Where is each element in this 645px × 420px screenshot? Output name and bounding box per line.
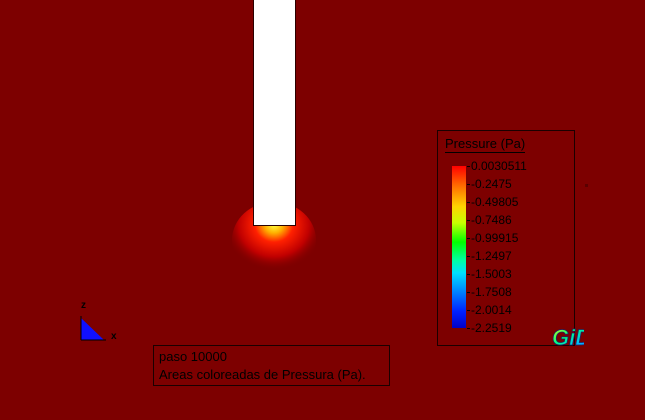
axis-z-label: z: [81, 300, 86, 311]
axes-triad-icon: [80, 316, 106, 341]
legend-label: 0.0030511: [471, 159, 527, 173]
legend-label: -0.7486: [471, 213, 512, 227]
gid-logo-icon: GiD: [552, 325, 584, 350]
legend-label: -1.2497: [471, 249, 512, 263]
legend-label: -2.0014: [471, 303, 512, 317]
solid-body: [253, 0, 296, 226]
result-description: Areas coloreadas de Pressura (Pa).: [159, 367, 366, 382]
legend-label: -1.5003: [471, 267, 512, 281]
legend-title: Pressure (Pa): [445, 136, 526, 153]
legend-color-bar: [452, 166, 466, 328]
legend-label: -1.7508: [471, 285, 512, 299]
step-label: paso 10000: [159, 349, 227, 364]
color-legend: Pressure (Pa) 0.0030511 -0.2475 -0.49805…: [437, 130, 575, 346]
legend-label: -0.49805: [471, 195, 519, 209]
legend-label: -2.2519: [471, 321, 512, 335]
legend-label: -0.99915: [471, 231, 519, 245]
logo-text: GiD: [552, 325, 584, 350]
axis-x-label: x: [111, 331, 117, 342]
info-box: paso 10000 Areas coloreadas de Pressura …: [153, 345, 390, 386]
legend-label: -0.2475: [471, 177, 512, 191]
